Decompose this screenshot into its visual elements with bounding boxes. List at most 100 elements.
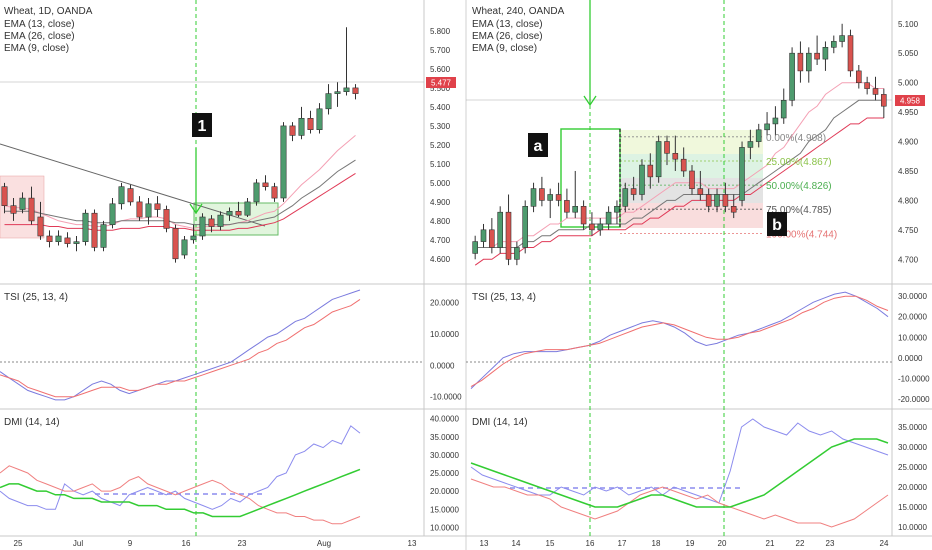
- dmi-minus-di-line: [0, 465, 361, 525]
- candle-body: [864, 82, 870, 89]
- fib-level-label: 100.00%(4.744): [766, 229, 837, 240]
- left-chart: 5.800 5.700 5.600 5.500 5.400 5.300 5.200 5.100…: [0, 0, 462, 548]
- dmi-tick-label: 15.0000: [430, 505, 459, 514]
- left-legend-ema9: EMA (9, close): [4, 43, 69, 54]
- candle-body: [547, 194, 554, 201]
- dmi-tick-label: 35.0000: [898, 423, 927, 432]
- candle-body: [522, 206, 529, 248]
- candle-body: [689, 170, 695, 190]
- dmi-tick-label: 15.0000: [898, 503, 927, 512]
- candle-body: [55, 235, 62, 242]
- right-dmi-legend: DMI (14, 14): [472, 417, 528, 428]
- tsi-tick-label: 10.0000: [898, 333, 927, 342]
- candle-body: [805, 52, 812, 72]
- candle-body: [822, 46, 829, 60]
- candle-body: [764, 123, 770, 131]
- price-tick-label: 5.200: [430, 141, 451, 150]
- tsi-signal-line: [0, 298, 361, 398]
- price-tick-label: 4.850: [898, 167, 919, 176]
- candle-body: [271, 186, 278, 199]
- candle-body: [605, 211, 612, 225]
- price-tick-label: 4.800: [430, 217, 451, 226]
- left-dmi-axis: 40.0000 35.0000 30.0000 25.0000 20.0000 15.00…: [430, 415, 459, 533]
- tsi-tick-label: 0.0000: [430, 361, 455, 370]
- candle-body: [307, 118, 314, 131]
- candle-body: [289, 125, 296, 136]
- candle-body: [705, 194, 712, 207]
- left-annotation-label: 1: [198, 118, 207, 135]
- right-arrow-head: [583, 95, 597, 107]
- price-tick-label: 5.500: [430, 84, 451, 93]
- time-tick-label: 23: [238, 539, 247, 548]
- time-tick-label: 13: [480, 539, 489, 548]
- candle-body: [505, 211, 512, 260]
- candle-body: [46, 235, 53, 242]
- left-last-price-badge: 5.477: [431, 79, 452, 88]
- dmi-adx-line: [0, 468, 361, 518]
- tsi-tick-label: 20.0000: [430, 299, 459, 308]
- left-dmi-legend: DMI (14, 14): [4, 417, 60, 428]
- price-tick-label: 5.600: [430, 65, 451, 74]
- left-down-arrow: [189, 148, 203, 215]
- right-legend-ema26: EMA (26, close): [472, 31, 543, 42]
- candle-body: [589, 223, 595, 231]
- tsi-signal-line: [470, 295, 889, 388]
- left-time-axis: 25 Jul 9 16 23 Aug 13: [14, 539, 417, 548]
- dmi-tick-label: 10.0000: [898, 523, 927, 532]
- tsi-tick-label: 10.0000: [430, 330, 459, 339]
- candle-body: [235, 211, 242, 216]
- tsi-tick-label: -10.0000: [898, 374, 930, 383]
- candle-body: [472, 241, 479, 254]
- candle-body: [872, 88, 879, 95]
- left-legend-ema26: EMA (26, close): [4, 31, 75, 42]
- candle-body: [244, 201, 251, 216]
- candle-body: [772, 117, 779, 125]
- candle-body: [91, 212, 98, 248]
- dmi-tick-label: 40.0000: [430, 415, 459, 424]
- time-tick-label: 16: [586, 539, 595, 548]
- right-annotation-b-box: [767, 212, 787, 236]
- time-tick-label: Jul: [73, 539, 83, 548]
- right-legend-ema9: EMA (9, close): [472, 43, 537, 54]
- dmi-tick-label: 25.0000: [898, 463, 927, 472]
- candle-body: [136, 201, 143, 218]
- left-dmi-lines: [0, 425, 361, 525]
- candle-body: [739, 147, 745, 201]
- candle-body: [664, 141, 670, 154]
- dmi-adx-line: [470, 438, 889, 508]
- right-annotation-a: a: [534, 138, 543, 155]
- price-tick-label: 5.300: [430, 122, 451, 131]
- tsi-tick-label: 30.0000: [898, 292, 927, 301]
- candle-body: [172, 228, 179, 260]
- candle-body: [199, 216, 206, 237]
- tsi-tick-label: 0.0000: [898, 354, 923, 363]
- time-tick-label: 17: [618, 539, 627, 548]
- left-candles: [1, 27, 359, 263]
- fib-level-label: 25.00%(4.867): [766, 157, 832, 168]
- candle-body: [488, 229, 495, 248]
- price-tick-label: 5.000: [898, 79, 919, 88]
- candle-body: [325, 93, 332, 110]
- dmi-tick-label: 20.0000: [898, 483, 927, 492]
- candle-body: [28, 197, 35, 222]
- right-tsi-axis: 30.0000 20.0000 10.0000 0.0000 -10.0000 -20.0…: [898, 292, 930, 404]
- candle-body: [647, 164, 654, 178]
- dmi-tick-label: 30.0000: [898, 443, 927, 452]
- right-candles: [472, 23, 887, 266]
- candle-body: [514, 247, 520, 260]
- candle-body: [580, 206, 587, 225]
- dmi-plus-di-line: [470, 418, 889, 504]
- candle-body: [253, 182, 260, 203]
- right-dmi-axis: 35.0000 30.0000 25.0000 20.0000 15.0000 10.00…: [898, 423, 927, 532]
- candle-body: [334, 91, 341, 94]
- price-tick-label: 4.700: [898, 255, 919, 264]
- left-legend-ema13: EMA (13, close): [4, 19, 75, 30]
- time-tick-label: 13: [408, 539, 417, 548]
- time-tick-label: 24: [880, 539, 889, 548]
- candle-body: [64, 237, 71, 244]
- candle-body: [789, 52, 795, 101]
- right-dmi-lines: [470, 418, 889, 528]
- price-tick-label: 5.400: [430, 103, 451, 112]
- left-annotation-box: [192, 113, 212, 137]
